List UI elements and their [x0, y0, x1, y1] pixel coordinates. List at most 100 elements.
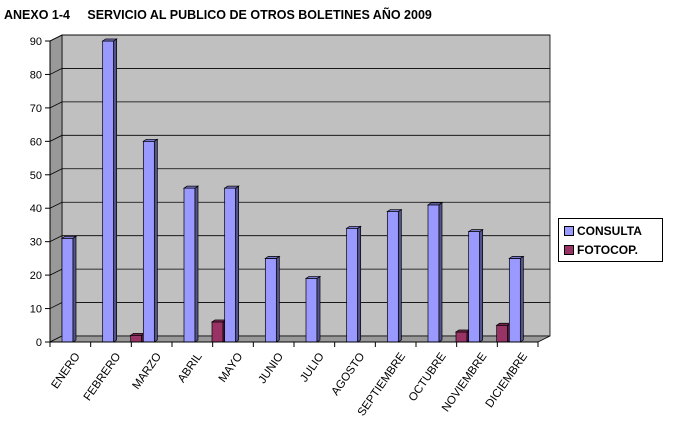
bar-fotocop-abril	[210, 319, 228, 343]
bar-consulta-agosto	[345, 225, 362, 343]
chart-title: ANEXO 1-4 SERVICIO AL PUBLICO DE OTROS B…	[4, 8, 432, 22]
gridline	[49, 101, 550, 109]
legend-swatch-fotocop	[564, 245, 574, 255]
y-tick-label: 60	[30, 136, 42, 148]
bar-consulta-marzo	[142, 138, 159, 343]
bar-consulta-septiembre-front	[386, 211, 399, 343]
bar-consulta-julio-top	[304, 276, 322, 279]
bar-fotocop-febrero	[129, 332, 146, 343]
bar-consulta-noviembre	[467, 228, 484, 343]
bar-consulta-marzo-front	[142, 140, 155, 343]
bar-fotocop-abril-top	[210, 319, 228, 323]
gridline	[49, 134, 550, 142]
legend-item-fotocop: FOTOCOP.	[564, 243, 638, 257]
bar-consulta-marzo-top	[142, 138, 159, 142]
bar-consulta-julio-side	[316, 275, 321, 343]
x-tick-label-mayo: MAYO	[217, 351, 246, 385]
y-tick-label: 80	[30, 69, 42, 81]
bar-consulta-mayo	[223, 185, 240, 343]
legend-swatch-consulta	[564, 226, 574, 236]
x-tick-label-diciembre: DICIEMBRE	[484, 351, 531, 410]
y-tick-label: 30	[30, 237, 42, 249]
gridline	[49, 168, 550, 176]
bar-consulta-agosto-front	[346, 227, 359, 343]
x-tick-label-octubre: OCTUBRE	[407, 351, 449, 404]
legend: CONSULTA FOTOCOP.	[558, 218, 663, 262]
bar-consulta-julio	[304, 275, 322, 343]
y-tick-label: 20	[30, 270, 42, 282]
legend-item-consulta: CONSULTA	[564, 224, 642, 238]
bar-consulta-diciembre-front	[508, 258, 521, 343]
bar-consulta-octubre	[426, 202, 444, 343]
x-tick-label-abril: ABRIL	[176, 350, 205, 385]
y-tick-label: 50	[30, 170, 42, 182]
x-tick-label-noviembre: NOVIEMBRE	[440, 351, 490, 415]
x-tick-label-enero: ENERO	[49, 351, 82, 391]
gridline	[49, 34, 550, 42]
bar-fotocop-octubre-top	[454, 329, 472, 333]
bar-consulta-noviembre-top	[467, 229, 484, 232]
bar-consulta-diciembre-top	[508, 256, 525, 259]
bar-consulta-febrero-front	[102, 40, 115, 343]
bar-fotocop-noviembre-top	[495, 322, 512, 326]
bar-fotocop-abril-front	[211, 321, 224, 343]
legend-label-fotocop: FOTOCOP.	[577, 243, 638, 257]
bar-consulta-marzo-side	[153, 138, 158, 343]
y-tick-label: 90	[30, 36, 42, 48]
bar-consulta-abril	[182, 185, 200, 343]
bar-consulta-octubre-front	[427, 204, 440, 343]
y-tick-label: 10	[30, 304, 42, 316]
bar-consulta-julio-front	[305, 278, 318, 343]
bar-consulta-febrero-top	[101, 38, 118, 42]
bar-fotocop-febrero-top	[129, 332, 146, 336]
x-tick-label-febrero: FEBRERO	[82, 351, 124, 403]
legend-label-consulta: CONSULTA	[577, 224, 642, 238]
bar-fotocop-octubre	[454, 329, 472, 343]
bar-consulta-junio-top	[264, 256, 281, 259]
bar-consulta-mayo-front	[224, 187, 237, 343]
bar-consulta-junio	[264, 255, 281, 343]
bar-consulta-febrero	[101, 38, 118, 343]
bar-consulta-enero-side	[72, 235, 77, 343]
bar-consulta-octubre-side	[438, 202, 443, 343]
bar-consulta-febrero-side	[113, 38, 118, 343]
bar-consulta-septiembre	[386, 208, 403, 343]
y-tick-label: 70	[30, 103, 42, 115]
y-tick-label: 0	[36, 337, 42, 349]
x-tick-label-julio: JULIO	[298, 351, 327, 385]
bar-fotocop-noviembre-front	[496, 324, 509, 343]
bar-consulta-diciembre	[508, 255, 525, 343]
bar-consulta-agosto-side	[357, 225, 362, 343]
bar-consulta-junio-front	[264, 258, 277, 343]
bar-consulta-enero-front	[61, 237, 74, 343]
x-tick-label-agosto: AGOSTO	[330, 351, 368, 398]
bar-consulta-abril-front	[183, 187, 196, 343]
bar-consulta-noviembre-side	[479, 228, 484, 343]
side-wall	[49, 34, 63, 343]
bar-fotocop-noviembre	[495, 322, 512, 343]
bar-fotocop-febrero-front	[130, 334, 143, 343]
bars	[60, 38, 525, 343]
bar-consulta-mayo-side	[235, 185, 240, 343]
bar-consulta-mayo-top	[223, 185, 240, 189]
bar-consulta-enero-top	[60, 235, 78, 239]
bar-fotocop-octubre-front	[455, 331, 468, 343]
x-tick-label-marzo: MARZO	[130, 351, 164, 392]
x-tick-label-junio: JUNIO	[257, 351, 287, 386]
bar-consulta-junio-side	[275, 255, 280, 343]
bar-consulta-diciembre-side	[519, 255, 524, 343]
bar-consulta-septiembre-side	[397, 208, 402, 343]
bar-consulta-abril-top	[182, 185, 200, 189]
gridline	[49, 201, 550, 209]
bar-consulta-septiembre-top	[386, 209, 403, 212]
bar-consulta-noviembre-front	[468, 231, 481, 343]
gridline	[49, 68, 550, 75]
bar-consulta-enero	[60, 235, 78, 343]
bar-consulta-octubre-top	[426, 202, 444, 206]
y-axis: 0 10 20 30 40 50 60 70 80 90	[30, 36, 51, 349]
y-tick-label: 40	[30, 203, 42, 215]
bar-consulta-abril-side	[194, 185, 199, 343]
bar-consulta-agosto-top	[345, 225, 362, 229]
